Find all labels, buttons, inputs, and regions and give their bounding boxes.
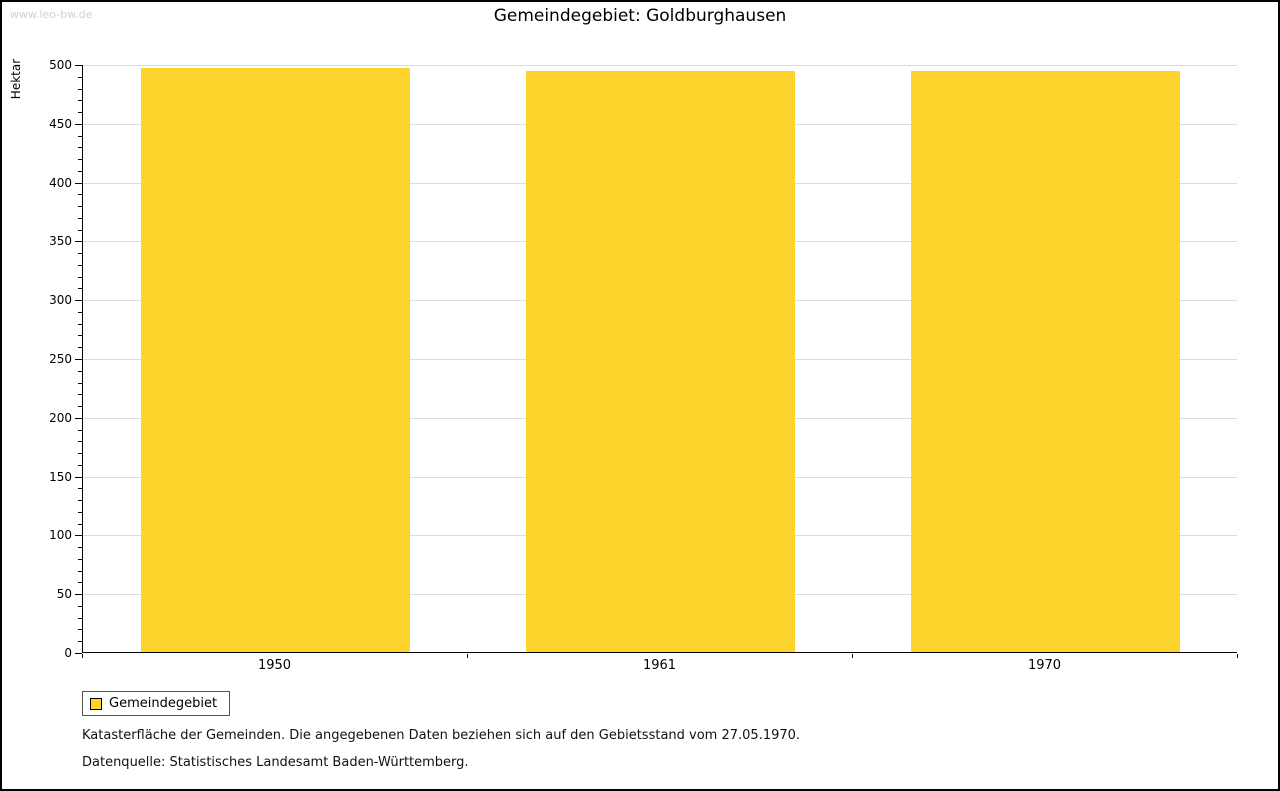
y-tick-major bbox=[75, 418, 82, 419]
x-tick bbox=[852, 654, 853, 658]
y-tick-major bbox=[75, 653, 82, 654]
y-tick-minor bbox=[78, 288, 82, 289]
y-tick-minor bbox=[78, 312, 82, 313]
y-tick-label: 350 bbox=[49, 234, 72, 248]
y-tick-major bbox=[75, 535, 82, 536]
bar-1961 bbox=[525, 71, 796, 652]
y-tick-minor bbox=[78, 512, 82, 513]
y-tick-label: 400 bbox=[49, 176, 72, 190]
y-gridline bbox=[83, 65, 1237, 66]
y-tick-minor bbox=[78, 371, 82, 372]
y-tick-label: 100 bbox=[49, 528, 72, 542]
y-tick-label: 300 bbox=[49, 293, 72, 307]
y-tick-minor bbox=[78, 441, 82, 442]
y-tick-label: 500 bbox=[49, 58, 72, 72]
legend: Gemeindegebiet bbox=[82, 691, 231, 716]
y-tick-minor bbox=[78, 335, 82, 336]
y-tick-minor bbox=[78, 230, 82, 231]
y-tick-minor bbox=[78, 582, 82, 583]
y-tick-label: 250 bbox=[49, 352, 72, 366]
y-tick-minor bbox=[78, 488, 82, 489]
y-tick-minor bbox=[78, 524, 82, 525]
y-tick-minor bbox=[78, 324, 82, 325]
x-tick-label: 1970 bbox=[1027, 658, 1062, 673]
y-tick-minor bbox=[78, 147, 82, 148]
bar-1970 bbox=[910, 71, 1181, 652]
y-tick-minor bbox=[78, 618, 82, 619]
legend-label: Gemeindegebiet bbox=[109, 696, 218, 711]
y-tick-minor bbox=[78, 406, 82, 407]
y-tick-minor bbox=[78, 77, 82, 78]
y-tick-minor bbox=[78, 171, 82, 172]
y-tick-minor bbox=[78, 383, 82, 384]
y-tick-minor bbox=[78, 465, 82, 466]
x-tick bbox=[1237, 654, 1238, 658]
plot-area bbox=[82, 65, 1237, 653]
y-tick-minor bbox=[78, 112, 82, 113]
y-tick-label: 150 bbox=[49, 470, 72, 484]
y-tick-major bbox=[75, 477, 82, 478]
y-tick-minor bbox=[78, 606, 82, 607]
y-tick-major bbox=[75, 359, 82, 360]
y-tick-minor bbox=[78, 89, 82, 90]
y-tick-minor bbox=[78, 394, 82, 395]
y-tick-minor bbox=[78, 547, 82, 548]
y-tick-minor bbox=[78, 571, 82, 572]
bar-1950 bbox=[140, 67, 411, 652]
y-tick-label: 450 bbox=[49, 117, 72, 131]
y-tick-minor bbox=[78, 629, 82, 630]
y-tick-minor bbox=[78, 430, 82, 431]
legend-swatch bbox=[90, 697, 102, 710]
y-tick-major bbox=[75, 241, 82, 242]
y-tick-minor bbox=[78, 100, 82, 101]
y-tick-label: 0 bbox=[64, 646, 72, 660]
y-tick-minor bbox=[78, 136, 82, 137]
y-tick-minor bbox=[78, 194, 82, 195]
x-tick bbox=[82, 654, 83, 658]
watermark: www.leo-bw.de bbox=[10, 8, 93, 21]
y-tick-minor bbox=[78, 265, 82, 266]
y-tick-minor bbox=[78, 453, 82, 454]
y-tick-minor bbox=[78, 159, 82, 160]
y-tick-minor bbox=[78, 347, 82, 348]
footnote-data-source: Datenquelle: Statistisches Landesamt Bad… bbox=[82, 755, 469, 770]
y-tick-minor bbox=[78, 253, 82, 254]
x-tick-label: 1950 bbox=[257, 658, 292, 673]
y-tick-minor bbox=[78, 559, 82, 560]
y-tick-minor bbox=[78, 277, 82, 278]
footnote-source-note: Katasterfläche der Gemeinden. Die angege… bbox=[82, 728, 801, 743]
y-tick-major bbox=[75, 594, 82, 595]
y-tick-label: 200 bbox=[49, 411, 72, 425]
y-tick-major bbox=[75, 65, 82, 66]
chart-title: Gemeindegebiet: Goldburghausen bbox=[493, 6, 787, 26]
y-tick-label: 50 bbox=[56, 587, 72, 601]
y-tick-minor bbox=[78, 641, 82, 642]
y-tick-major bbox=[75, 300, 82, 301]
x-tick-label: 1961 bbox=[642, 658, 677, 673]
y-tick-major bbox=[75, 124, 82, 125]
y-tick-minor bbox=[78, 218, 82, 219]
y-tick-minor bbox=[78, 206, 82, 207]
x-tick bbox=[467, 654, 468, 658]
y-tick-minor bbox=[78, 500, 82, 501]
y-tick-major bbox=[75, 183, 82, 184]
